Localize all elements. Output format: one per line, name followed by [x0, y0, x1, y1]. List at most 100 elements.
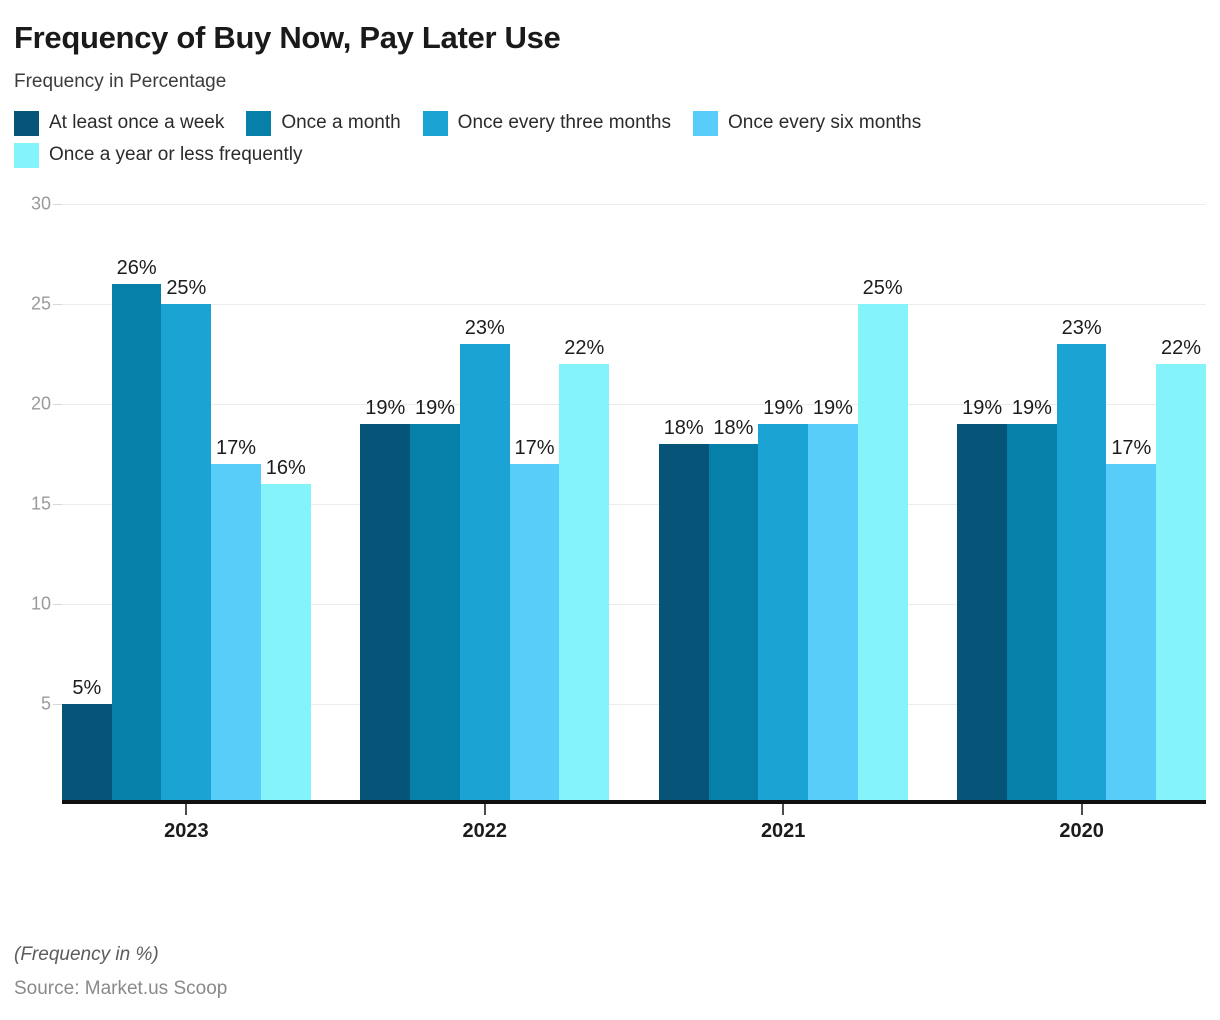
x-tick-mark [1080, 804, 1083, 815]
legend-item[interactable]: Once a year or less frequently [14, 142, 303, 168]
bar-slot: 16% [260, 204, 311, 804]
legend-item[interactable]: Once every six months [693, 110, 922, 136]
bar-slot: 26% [111, 204, 162, 804]
bar-value-label: 23% [1061, 317, 1102, 339]
bar-groups: 5% 26% 25% 17% 16% 19% 19% 23% 17% 22% 18% 18% 19% 19… [62, 204, 1206, 804]
bar[interactable]: 19% [1007, 397, 1057, 804]
legend-item-label: Once every six months [728, 112, 922, 133]
bar[interactable]: 23% [459, 317, 510, 804]
bar[interactable]: 16% [260, 457, 311, 804]
gridline [62, 304, 1206, 305]
x-tick-mark [483, 804, 486, 815]
bar[interactable]: 17% [509, 437, 560, 804]
legend-item-label: Once a year or less frequently [49, 144, 303, 165]
x-axis-group: 2021 [659, 804, 908, 848]
gridline [62, 404, 1206, 405]
bar[interactable]: 19% [758, 397, 809, 804]
gridline [62, 704, 1206, 705]
page-subtitle: Frequency in Percentage [14, 71, 227, 92]
plot-wrapper: 5 10 15 20 25 30 5% 26% 25% 17% 16% 19% 19% 23% 17% 22… [14, 188, 1206, 848]
y-tick-mark [53, 304, 62, 305]
bar[interactable]: 17% [1106, 437, 1157, 804]
bar[interactable]: 5% [62, 677, 112, 804]
bar-value-label: 25% [166, 277, 207, 299]
bar-slot: 19% [410, 204, 460, 804]
bar[interactable]: 23% [1056, 317, 1107, 804]
bar-value-label: 19% [812, 397, 853, 419]
chart-legend: At least once a week Once a month Once eve… [14, 110, 1054, 168]
bar-value-label: 18% [713, 417, 754, 439]
bar-value-label: 25% [862, 277, 903, 299]
bar[interactable]: 19% [808, 397, 858, 804]
group-spacer [311, 204, 361, 804]
bar-slot: 25% [161, 204, 212, 804]
footer-note: (Frequency in %) [14, 944, 159, 965]
legend-swatch-icon [693, 110, 718, 136]
bar-group: 19% 19% 23% 17% 22% [360, 204, 610, 804]
bar-value-label: 19% [415, 397, 456, 419]
y-tick-mark [53, 404, 62, 405]
bar[interactable]: 22% [559, 337, 610, 804]
bar-slot: 19% [758, 204, 809, 804]
bar[interactable]: 19% [957, 397, 1007, 804]
y-axis-tick-label: 5 [40, 693, 51, 714]
bar-value-label: 5% [72, 677, 102, 699]
bar[interactable]: 25% [857, 277, 908, 804]
bar[interactable]: 19% [410, 397, 460, 804]
bar-slot: 22% [1156, 204, 1206, 804]
bar-slot: 22% [559, 204, 610, 804]
bar-slot: 23% [1056, 204, 1107, 804]
x-axis: 2023 2022 2021 2020 [62, 804, 1206, 848]
x-axis-group: 2023 [62, 804, 311, 848]
bar-slot: 18% [658, 204, 709, 804]
legend-swatch-icon [14, 110, 39, 136]
y-tick-mark [53, 504, 62, 505]
bar[interactable]: 18% [708, 417, 759, 804]
bar-slot: 17% [1106, 204, 1157, 804]
bar[interactable]: 19% [360, 397, 411, 804]
x-tick-mark [782, 804, 785, 815]
bar-group: 19% 19% 23% 17% 22% [957, 204, 1206, 804]
bar-value-label: 22% [1161, 337, 1202, 359]
y-axis-tick-label: 25 [30, 293, 51, 314]
bar-value-label: 17% [216, 437, 257, 459]
x-axis-tick-label: 2023 [164, 820, 209, 842]
legend-swatch-icon [422, 110, 448, 136]
x-axis-spacer [311, 804, 361, 848]
x-axis-spacer [908, 804, 958, 848]
y-axis-tick-label: 20 [30, 393, 51, 414]
bar[interactable]: 17% [211, 437, 261, 804]
bar-slot: 23% [459, 204, 510, 804]
bar[interactable]: 26% [111, 257, 162, 804]
bar-group: 18% 18% 19% 19% 25% [658, 204, 908, 804]
x-axis-tick-label: 2020 [1059, 820, 1104, 842]
x-axis-group: 2020 [957, 804, 1206, 848]
legend-item[interactable]: Once every three months [422, 110, 671, 136]
page-title: Frequency of Buy Now, Pay Later Use [14, 20, 561, 55]
bar-value-label: 19% [1011, 397, 1052, 419]
group-spacer [908, 204, 958, 804]
bar[interactable]: 25% [161, 277, 212, 804]
legend-item[interactable]: Once a month [246, 110, 401, 136]
bar-value-label: 17% [1111, 437, 1152, 459]
x-axis-tick-label: 2022 [462, 820, 508, 842]
y-axis-tick-label: 10 [30, 593, 51, 614]
axis-baseline [62, 800, 1206, 804]
bar[interactable]: 18% [658, 417, 709, 804]
bar-value-label: 16% [265, 457, 306, 479]
bar-value-label: 19% [962, 397, 1003, 419]
x-axis-group: 2022 [360, 804, 609, 848]
legend-swatch-icon [14, 142, 39, 168]
bar[interactable]: 22% [1156, 337, 1206, 804]
bar-value-label: 19% [365, 397, 406, 419]
bar-slot: 19% [957, 204, 1007, 804]
bar-value-label: 26% [116, 257, 157, 279]
legend-item-label: Once every three months [457, 112, 671, 133]
bar-slot: 5% [62, 204, 112, 804]
legend-item[interactable]: At least once a week [14, 110, 224, 136]
x-axis-spacer [609, 804, 659, 848]
bar-value-label: 19% [763, 397, 804, 419]
y-tick-mark [53, 704, 62, 705]
gridline [62, 504, 1206, 505]
